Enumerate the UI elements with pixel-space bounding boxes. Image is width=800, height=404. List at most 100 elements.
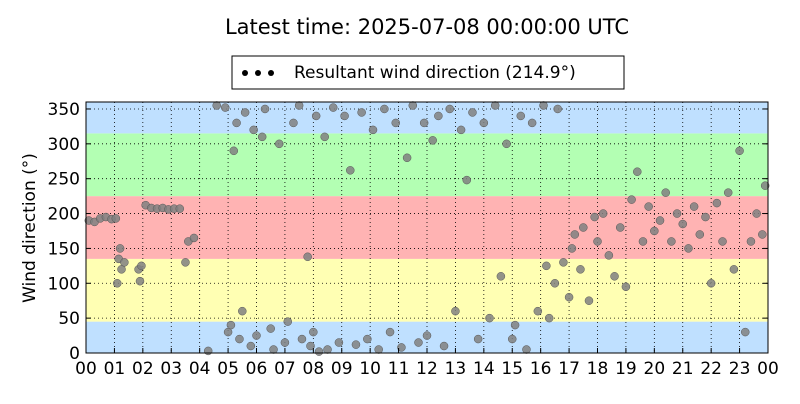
- data-point: [456, 125, 466, 135]
- data-point: [289, 118, 298, 128]
- data-point: [328, 103, 338, 112]
- data-point: [283, 317, 293, 326]
- data-point: [260, 104, 270, 114]
- data-point: [294, 101, 304, 110]
- x-tick-label: 20: [644, 359, 666, 379]
- data-point: [502, 139, 511, 149]
- data-point: [385, 327, 395, 337]
- data-point: [181, 258, 190, 267]
- data-point: [111, 214, 121, 223]
- data-point: [510, 320, 520, 330]
- data-point: [363, 334, 372, 344]
- data-point: [661, 188, 670, 197]
- data-point: [274, 139, 284, 149]
- data-point: [650, 226, 659, 236]
- data-point: [357, 108, 366, 117]
- data-point: [621, 282, 631, 292]
- data-point: [553, 104, 562, 114]
- legend-label: Resultant wind direction (214.9°): [294, 63, 576, 83]
- data-point: [544, 313, 554, 323]
- data-point: [741, 327, 750, 337]
- data-point: [391, 118, 400, 128]
- x-tick-label: 00: [757, 359, 779, 379]
- data-point: [604, 251, 614, 260]
- x-tick-label: 02: [132, 359, 154, 379]
- data-point: [439, 341, 449, 351]
- x-tick-label: 03: [160, 359, 182, 379]
- x-tick-label: 00: [75, 359, 97, 379]
- data-point: [212, 101, 221, 110]
- x-tick-label: 15: [501, 359, 523, 379]
- x-tick-label: 22: [700, 359, 722, 379]
- y-tick-label: 300: [48, 135, 80, 155]
- data-point: [468, 108, 477, 117]
- y-tick-label: 350: [48, 100, 80, 120]
- data-point: [309, 327, 318, 337]
- data-point: [306, 341, 315, 351]
- data-point: [462, 175, 472, 185]
- data-point: [113, 279, 122, 288]
- data-point: [451, 306, 460, 316]
- data-point: [550, 279, 560, 288]
- data-point: [311, 111, 321, 121]
- data-point: [735, 146, 744, 156]
- data-point: [249, 125, 258, 135]
- data-point: [414, 338, 423, 347]
- data-point: [746, 237, 756, 246]
- data-point: [701, 212, 710, 222]
- data-point: [479, 118, 489, 128]
- data-point: [232, 118, 241, 128]
- data-point: [542, 261, 551, 271]
- data-point: [638, 237, 648, 246]
- data-point: [584, 296, 594, 305]
- data-point: [559, 258, 568, 267]
- direction-band: [86, 102, 768, 134]
- data-point: [672, 209, 682, 218]
- x-tick-label: 04: [189, 359, 211, 379]
- data-point: [723, 188, 733, 197]
- data-point: [340, 111, 349, 121]
- data-point: [598, 209, 608, 218]
- data-point: [175, 204, 185, 213]
- data-point: [539, 101, 548, 110]
- data-point: [644, 202, 653, 211]
- data-point: [758, 230, 767, 239]
- data-point: [314, 347, 324, 356]
- x-tick-label: 16: [530, 359, 552, 379]
- data-point: [374, 345, 383, 354]
- legend-marker: [255, 70, 261, 76]
- x-tick-label: 23: [729, 359, 751, 379]
- data-point: [235, 334, 244, 344]
- x-tick-label: 19: [615, 359, 637, 379]
- data-point: [280, 338, 290, 347]
- data-point: [402, 153, 412, 163]
- data-point: [297, 334, 307, 344]
- data-point: [508, 334, 517, 344]
- legend-marker: [242, 70, 248, 76]
- x-tick-label: 08: [303, 359, 325, 379]
- data-point: [729, 265, 739, 274]
- data-point: [120, 258, 129, 267]
- data-point: [752, 209, 761, 218]
- data-point: [689, 202, 699, 211]
- data-point: [590, 212, 599, 222]
- data-point: [220, 103, 230, 112]
- data-point: [368, 125, 378, 135]
- data-point: [718, 237, 727, 246]
- data-point: [257, 132, 267, 142]
- data-point: [564, 292, 574, 302]
- data-point: [226, 320, 236, 330]
- y-axis-label: Wind direction (°): [20, 153, 40, 303]
- x-tick-label: 11: [388, 359, 410, 379]
- y-tick-label: 250: [48, 170, 80, 190]
- data-point: [655, 216, 665, 225]
- data-point: [533, 306, 543, 316]
- data-point: [135, 276, 145, 286]
- data-point: [351, 340, 361, 349]
- data-point: [203, 346, 213, 356]
- data-point: [419, 118, 429, 128]
- data-point: [712, 198, 722, 208]
- data-point: [684, 244, 693, 253]
- data-point: [238, 306, 247, 316]
